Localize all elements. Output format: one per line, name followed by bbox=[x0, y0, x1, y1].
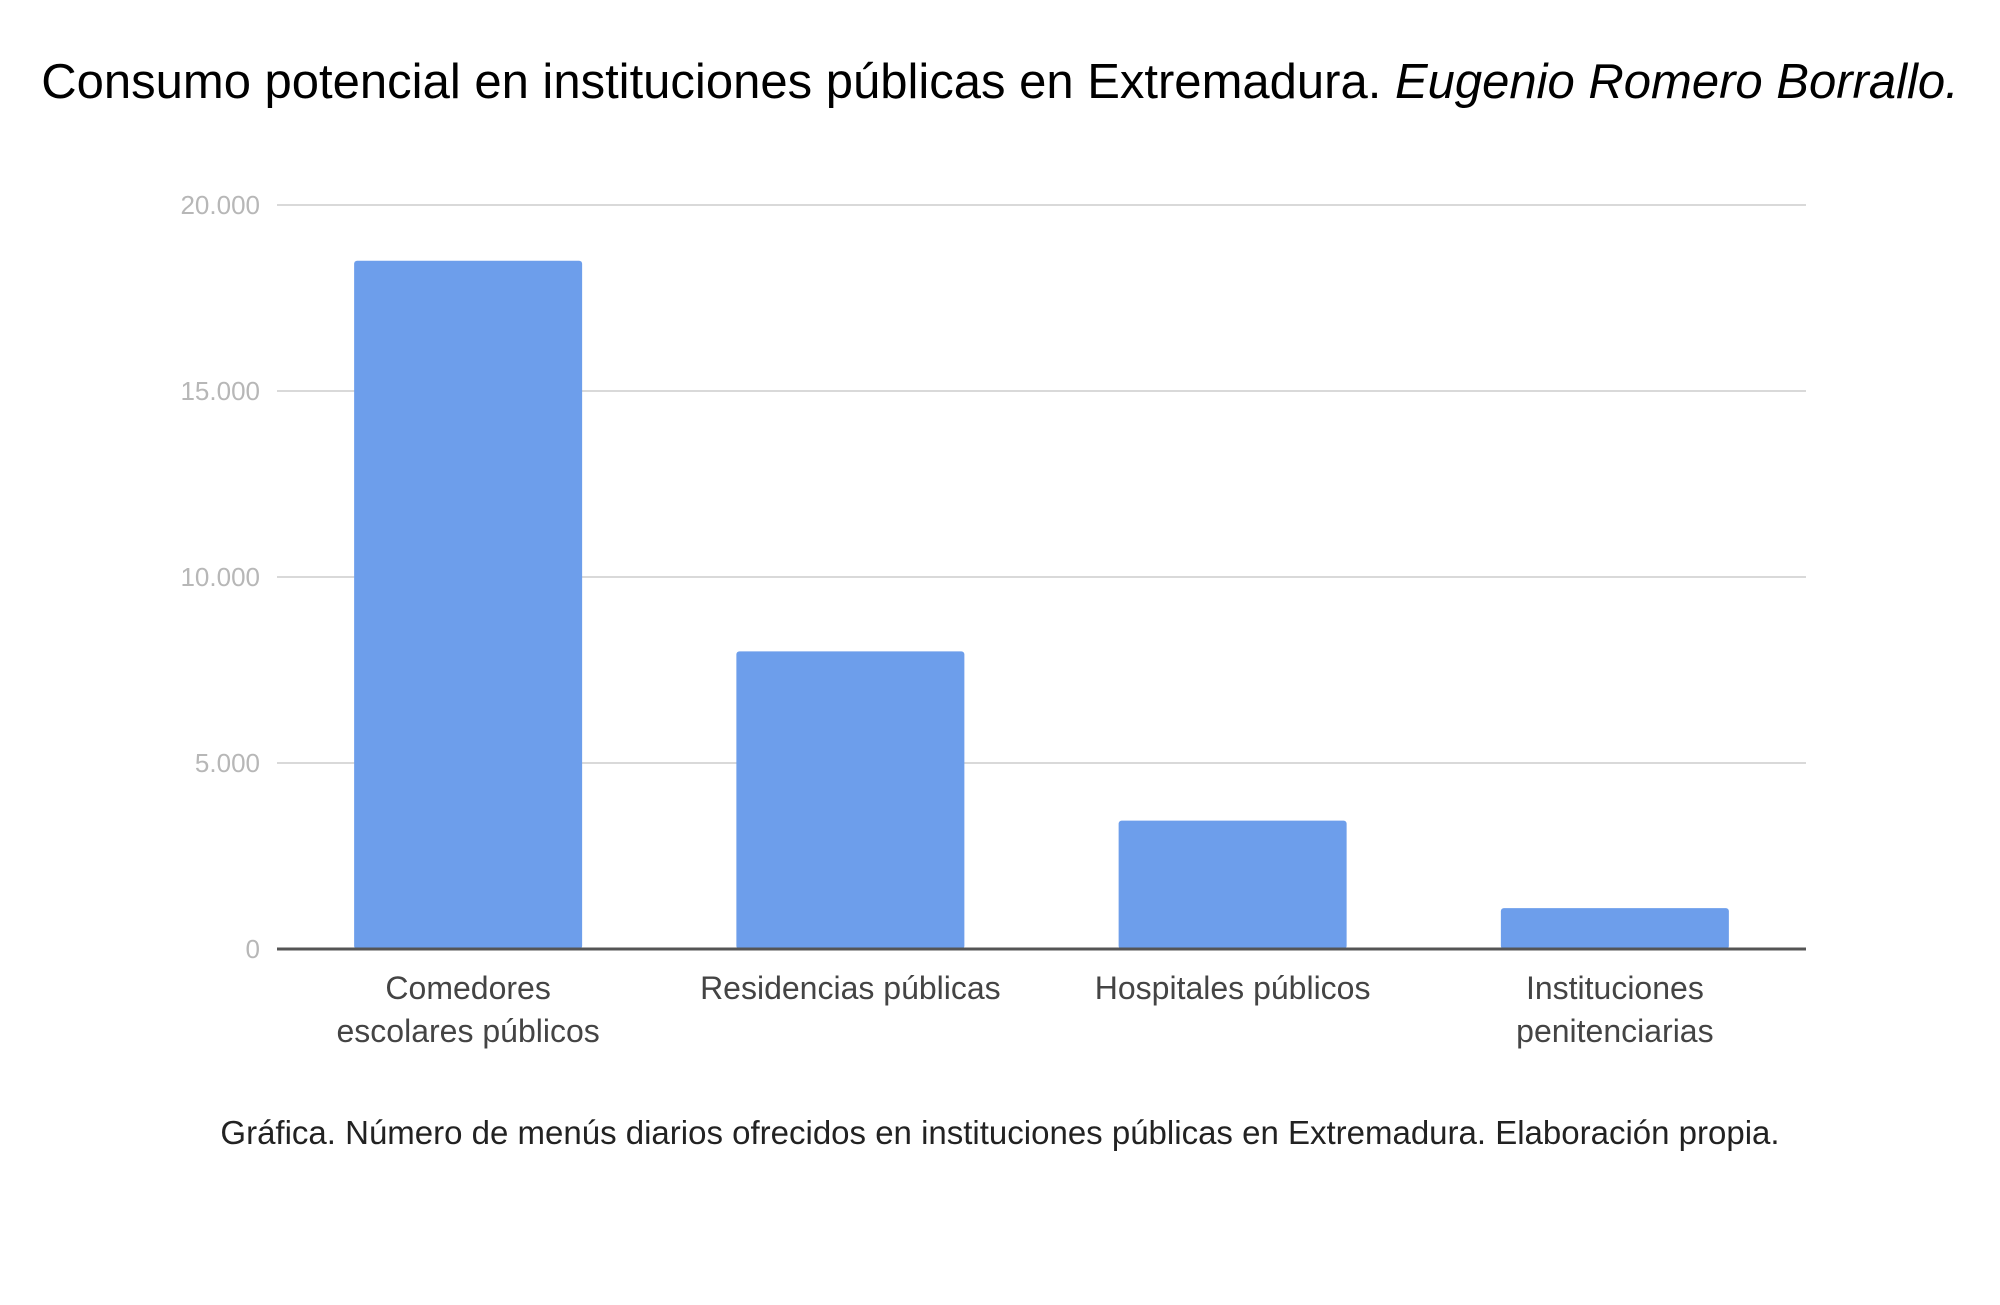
x-category-label: Comedores escolares públicos bbox=[337, 970, 600, 1049]
y-tick-label: 0 bbox=[246, 934, 260, 964]
y-tick-label: 15.000 bbox=[180, 376, 260, 406]
y-tick-label: 20.000 bbox=[180, 190, 260, 220]
chart-title-main: Consumo potencial en instituciones públi… bbox=[41, 55, 1382, 109]
bars bbox=[354, 260, 1729, 949]
y-tick-label: 5.000 bbox=[195, 748, 260, 778]
chart-title: Consumo potencial en instituciones públi… bbox=[0, 54, 2000, 110]
x-category-label: Residencias públicas bbox=[700, 970, 1001, 1006]
x-category-label: Instituciones penitenciarias bbox=[1516, 970, 1713, 1049]
y-tick-label: 10.000 bbox=[180, 562, 260, 592]
bar bbox=[354, 260, 583, 949]
figure-caption: Gráfica. Número de menús diarios ofrecid… bbox=[220, 1114, 1780, 1151]
x-axis-labels: Comedores escolares públicos Residencias p… bbox=[337, 970, 1714, 1049]
chart-title-author: Eugenio Romero Borrallo. bbox=[1394, 55, 1959, 109]
bar bbox=[1500, 908, 1729, 949]
y-axis-ticks: 0 5.000 10.000 15.000 20.000 bbox=[180, 190, 260, 964]
bar bbox=[736, 651, 965, 949]
bar bbox=[1118, 820, 1347, 949]
x-category-label: Hospitales públicos bbox=[1095, 970, 1371, 1006]
